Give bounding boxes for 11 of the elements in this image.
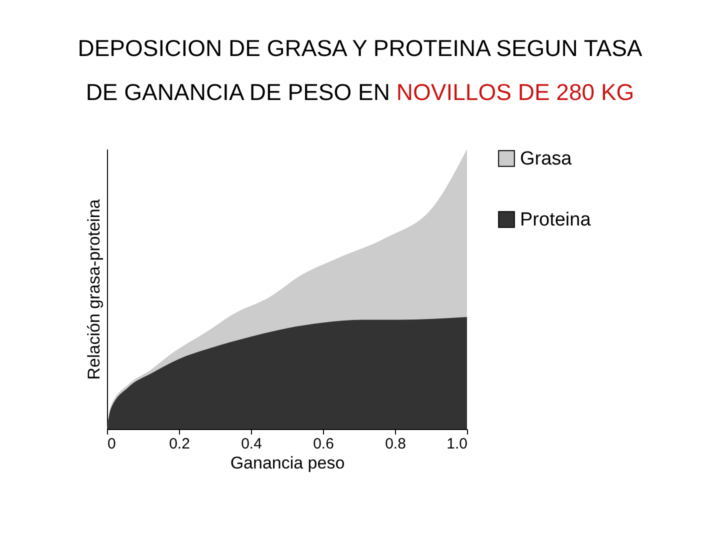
x-tick-label: 0.2 <box>169 436 190 452</box>
x-tick-label: 0.6 <box>313 436 334 452</box>
y-axis-title: Relación grasa-proteina <box>84 198 104 380</box>
x-axis-title: Ganancia peso <box>230 454 345 472</box>
x-tick-label: 1.0 <box>446 436 468 452</box>
x-tick-label: 0.4 <box>241 436 262 452</box>
legend-label: Grasa <box>520 148 572 170</box>
text: NOVILLOS DE 280 KG <box>396 79 634 105</box>
x-tick-label: 0 <box>108 436 116 452</box>
x-tick-label: 0.8 <box>385 436 406 452</box>
legend-label: Proteina <box>520 210 592 230</box>
